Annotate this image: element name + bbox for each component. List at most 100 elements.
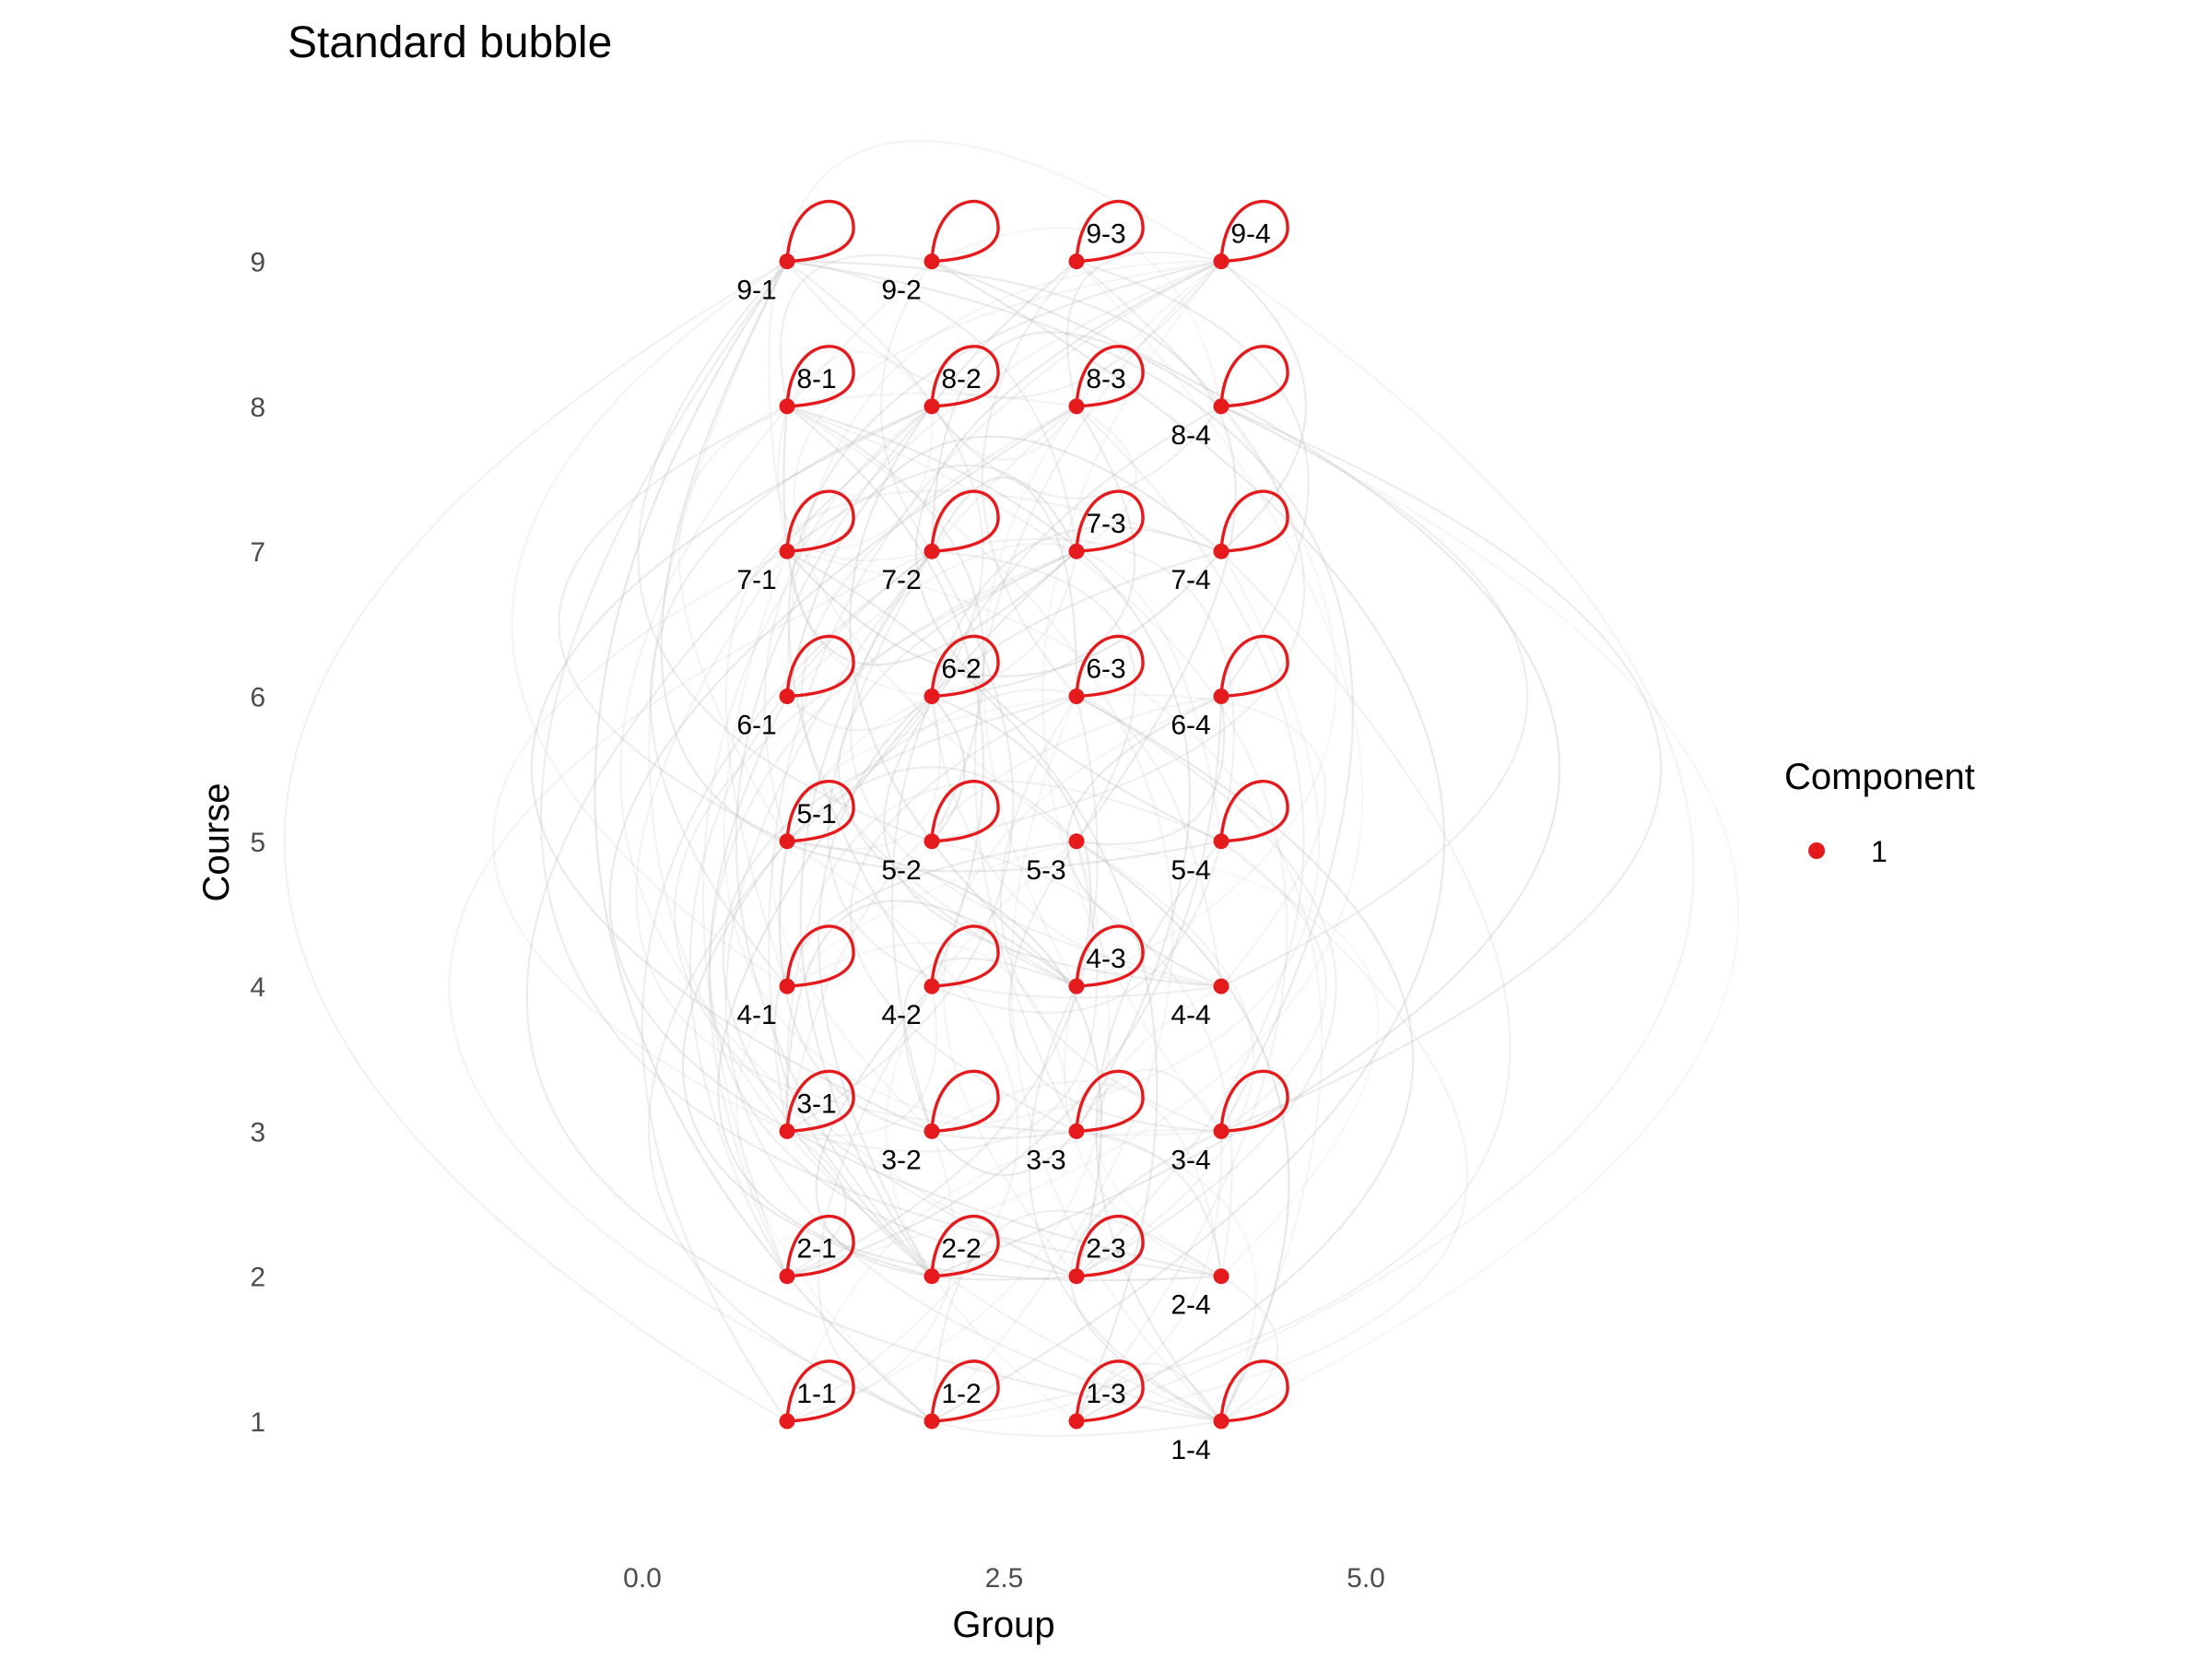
edge-7-2-8-1	[776, 406, 933, 562]
edge-5-2-8-1	[786, 405, 985, 842]
node-8-1	[779, 398, 795, 415]
edge-2-4-4-4	[1095, 985, 1222, 1277]
edge-6-1-9-4	[785, 260, 1222, 697]
edge-6-2-8-3	[931, 406, 1136, 698]
edge-2-4-3-3	[1076, 1130, 1223, 1277]
edge-4-1-7-4	[724, 489, 1222, 987]
edge-7-2-9-2	[879, 260, 933, 552]
edge-1-2-7-2	[448, 550, 933, 1423]
node-6-4	[1213, 688, 1230, 704]
y-tick-label: 9	[250, 248, 265, 278]
node-label-4-3: 4-3	[1086, 944, 1125, 974]
edge-8-4-9-2	[931, 227, 1223, 407]
edge-7-4-9-4	[1220, 260, 1307, 553]
node-5-3	[1068, 833, 1085, 850]
edge-7-3-8-1	[782, 406, 1077, 666]
edge-2-3-9-2	[619, 260, 1077, 1277]
edge-7-2-8-4	[930, 331, 1222, 552]
node-8-3	[1068, 398, 1085, 415]
edge-2-1-7-3	[708, 550, 1077, 1277]
edge-5-1-5-3	[786, 766, 1077, 842]
node-8-2	[924, 398, 940, 415]
self-loop-9-2	[930, 199, 1000, 264]
edge-3-1-9-4	[768, 260, 1222, 1132]
edge-4-4-8-4	[1220, 405, 1529, 988]
edge-2-4-5-2	[931, 840, 1233, 1277]
self-loop-7-4	[1219, 489, 1289, 553]
edge-3-1-5-3	[786, 841, 1099, 1153]
edge-3-1-7-1	[492, 550, 788, 1133]
node-label-1-1: 1-1	[796, 1379, 836, 1409]
edge-4-1-9-1	[511, 260, 788, 988]
self-loop-3-3	[1075, 1069, 1145, 1134]
edges-layer	[283, 139, 1740, 1438]
edge-2-3-7-3	[673, 550, 1077, 1277]
edge-1-4-2-4	[1220, 1275, 1279, 1422]
y-axis-title: Course	[196, 783, 237, 902]
edge-2-2-7-4	[818, 550, 1222, 1277]
edge-8-1-8-2	[786, 350, 933, 407]
x-axis-title: Group	[952, 1605, 1054, 1645]
edge-5-2-9-3	[931, 260, 1306, 842]
self-loop-6-3	[1075, 634, 1145, 699]
edge-2-3-8-3	[1076, 406, 1305, 1277]
self-loop-3-4	[1219, 1069, 1289, 1134]
node-6-3	[1068, 688, 1085, 704]
edge-3-2-8-2	[530, 405, 933, 1133]
node-label-1-3: 1-3	[1086, 1379, 1125, 1409]
edge-6-3-7-1	[786, 464, 1078, 697]
edge-1-3-9-4	[1076, 260, 1695, 1423]
edge-2-4-5-3	[1076, 840, 1380, 1277]
edge-6-1-6-2	[786, 695, 933, 732]
node-label-6-2: 6-2	[941, 654, 981, 685]
node-4-3	[1068, 978, 1085, 994]
node-4-2	[924, 978, 940, 994]
edge-1-1-9-1	[283, 260, 788, 1422]
self-loop-8-1	[785, 345, 855, 408]
node-1-3	[1068, 1413, 1085, 1430]
node-label-7-2: 7-2	[881, 565, 921, 595]
edge-1-2-9-2	[931, 260, 1445, 1422]
edge-5-1-8-2	[763, 406, 933, 842]
edge-4-4-6-2	[930, 696, 1222, 988]
edge-3-3-4-1	[786, 942, 1078, 1132]
node-8-4	[1213, 398, 1230, 415]
self-loop-2-3	[1075, 1215, 1145, 1278]
edge-3-1-4-2	[786, 985, 938, 1137]
edge-4-4-7-2	[827, 550, 1222, 999]
edge-6-2-7-4	[930, 525, 1222, 697]
node-label-7-3: 7-3	[1086, 509, 1125, 539]
edge-3-2-4-3	[902, 957, 1077, 1132]
self-loop-9-1	[785, 199, 855, 264]
edge-3-3-8-1	[786, 405, 1191, 1132]
edge-5-1-8-3	[677, 392, 1077, 842]
edge-1-3-6-3	[1076, 695, 1414, 1422]
edge-2-3-4-2	[815, 985, 1077, 1281]
edge-2-1-6-4	[786, 696, 1223, 1277]
y-tick-label: 4	[250, 972, 265, 1003]
edge-5-4-7-2	[931, 537, 1235, 842]
edge-2-1-3-1	[786, 1130, 847, 1277]
edge-5-4-9-4	[915, 260, 1222, 842]
legend-swatch	[1808, 842, 1825, 859]
edge-3-1-6-4	[785, 695, 1222, 1132]
node-2-3	[1068, 1268, 1085, 1285]
self-loop-1-3	[1075, 1359, 1145, 1423]
self-loop-6-4	[1219, 634, 1289, 699]
node-label-3-1: 3-1	[796, 1088, 836, 1119]
edge-3-4-9-1	[786, 260, 1354, 1132]
edge-1-1-5-3	[786, 841, 1111, 1423]
x-tick-label: 0.0	[623, 1563, 662, 1594]
edge-1-2-7-4	[931, 550, 1512, 1423]
node-label-4-1: 4-1	[736, 1000, 776, 1030]
edge-1-3-5-3	[885, 840, 1077, 1422]
edge-3-4-5-3	[1007, 841, 1222, 1133]
edge-4-4-7-3	[883, 550, 1222, 988]
edge-1-4-5-3	[1076, 840, 1290, 1422]
self-loop-4-3	[1075, 924, 1145, 988]
node-label-4-2: 4-2	[881, 1000, 921, 1030]
self-loop-4-1	[785, 924, 855, 988]
edge-6-2-7-1	[785, 551, 933, 698]
edge-3-2-3-3	[931, 1130, 1077, 1177]
